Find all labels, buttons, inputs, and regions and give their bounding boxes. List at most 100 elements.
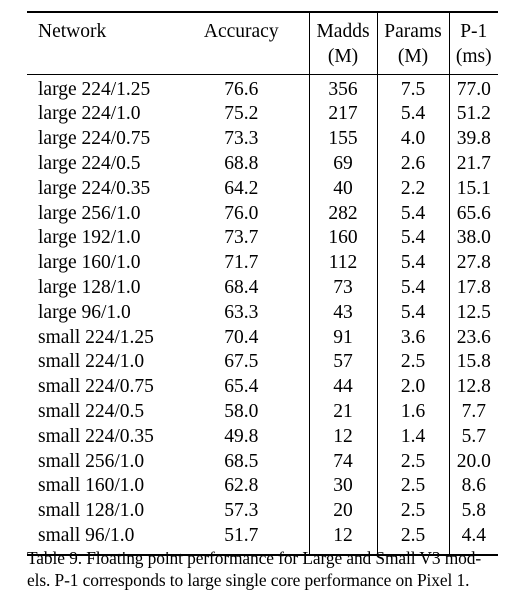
cell-madds: 43 (308, 300, 377, 326)
cell-madds: 30 (308, 474, 377, 500)
header-row: Network Accuracy Madds Params P-1 (27, 11, 498, 45)
table-row: large 224/0.5 68.8 69 2.6 21.7 (27, 151, 498, 177)
cell-accuracy: 58.0 (224, 400, 259, 422)
caption-line-2: els. P-1 corresponds to large single cor… (27, 570, 470, 590)
cell-params: 2.5 (376, 350, 449, 376)
cell-network: small 224/1.25 (38, 326, 154, 348)
cell-network: small 224/0.35 (38, 425, 154, 447)
cell-params: 2.5 (376, 523, 449, 556)
cell-params: 5.4 (376, 226, 449, 252)
cell-p1: 39.8 (448, 127, 498, 152)
cell-params: 1.4 (376, 424, 449, 450)
cell-p1: 15.8 (448, 350, 498, 376)
cell-network: small 96/1.0 (27, 523, 174, 556)
cell-p1: 4.4 (448, 523, 498, 556)
cell-p1: 17.8 (448, 275, 498, 301)
cell-accuracy: 71.7 (224, 252, 259, 274)
cell-madds: 20 (308, 499, 377, 524)
cell-network: small 224/0.75 (38, 376, 154, 398)
header-madds: Madds (308, 11, 377, 45)
cell-madds: 12 (308, 424, 377, 450)
cell-params: 2.5 (376, 499, 449, 524)
cell-p1: 5.7 (448, 424, 498, 450)
header-p1: P-1 (448, 11, 498, 45)
cell-network: small 160/1.0 (38, 475, 145, 497)
cell-accuracy: 73.3 (224, 128, 259, 150)
cell-madds: 12 (308, 523, 377, 556)
table-row: large 224/1.25 76.6 356 7.5 77.0 (27, 74, 498, 103)
cell-madds: 40 (308, 176, 377, 202)
table-row: large 224/0.35 64.2 40 2.2 15.1 (27, 176, 498, 202)
cell-madds: 160 (308, 226, 377, 252)
cell-network: large 224/0.75 (38, 128, 151, 150)
table-body: large 224/1.25 76.6 356 7.5 77.0 large 224/1.… (27, 74, 498, 556)
cell-params: 5.4 (376, 300, 449, 326)
cell-accuracy: 62.8 (224, 475, 259, 497)
cell-params: 2.5 (376, 449, 449, 475)
cell-network: large 224/1.25 (38, 78, 151, 100)
table-row: small 224/1.0 67.5 57 2.5 15.8 (27, 350, 498, 376)
table-row: large 256/1.0 76.0 282 5.4 65.6 (27, 201, 498, 227)
header-network: Network (27, 11, 174, 45)
cell-madds: 356 (308, 74, 377, 103)
table-row: small 256/1.0 68.5 74 2.5 20.0 (27, 449, 498, 475)
cell-p1: 38.0 (448, 226, 498, 252)
cell-accuracy: 68.5 (224, 450, 259, 472)
cell-network: large 224/1.0 (38, 103, 141, 125)
cell-params: 5.4 (376, 251, 449, 276)
cell-madds: 21 (308, 399, 377, 425)
table-row: large 224/1.0 75.2 217 5.4 51.2 (27, 102, 498, 128)
table-row: small 224/0.75 65.4 44 2.0 12.8 (27, 375, 498, 400)
cell-accuracy: 76.0 (224, 202, 259, 224)
table-row: large 128/1.0 68.4 73 5.4 17.8 (27, 275, 498, 301)
cell-accuracy: 64.2 (224, 177, 259, 199)
cell-madds: 155 (308, 127, 377, 152)
table-row: small 224/0.35 49.8 12 1.4 5.7 (27, 424, 498, 450)
header-units-row: (M) (M) (ms) (27, 44, 498, 75)
cell-accuracy: 68.4 (224, 276, 259, 298)
performance-table-container: Network Accuracy Madds Params P-1 (M) (M… (27, 11, 498, 556)
table-header: Network Accuracy Madds Params P-1 (M) (M… (27, 11, 498, 75)
cell-p1: 27.8 (448, 251, 498, 276)
cell-madds: 282 (308, 201, 377, 227)
cell-p1: 77.0 (448, 74, 498, 103)
table-caption: Table 9. Floating point performance for … (27, 547, 507, 591)
header-params-unit: (M) (376, 44, 449, 75)
cell-p1: 7.7 (448, 399, 498, 425)
cell-params: 5.4 (376, 201, 449, 227)
cell-network: large 128/1.0 (38, 276, 141, 298)
cell-accuracy: 63.3 (224, 301, 259, 323)
cell-p1: 12.5 (448, 300, 498, 326)
cell-madds: 91 (308, 325, 377, 351)
cell-accuracy: 73.7 (224, 227, 259, 249)
cell-network: small 256/1.0 (38, 450, 145, 472)
header-madds-unit: (M) (308, 44, 377, 75)
table-row: large 160/1.0 71.7 112 5.4 27.8 (27, 251, 498, 276)
cell-accuracy: 68.8 (224, 152, 259, 174)
cell-params: 2.6 (376, 151, 449, 177)
cell-network: large 160/1.0 (38, 252, 141, 274)
cell-params: 1.6 (376, 399, 449, 425)
cell-madds: 74 (308, 449, 377, 475)
cell-p1: 5.8 (448, 499, 498, 524)
cell-network: large 256/1.0 (38, 202, 141, 224)
cell-accuracy: 65.4 (224, 376, 259, 398)
cell-network: large 224/0.35 (38, 177, 151, 199)
cell-accuracy: 76.6 (224, 78, 259, 100)
cell-p1: 12.8 (448, 375, 498, 400)
cell-p1: 8.6 (448, 474, 498, 500)
cell-params: 4.0 (376, 127, 449, 152)
cell-params: 7.5 (376, 74, 449, 103)
cell-p1: 15.1 (448, 176, 498, 202)
cell-accuracy: 70.4 (224, 326, 259, 348)
table-row: small 224/0.5 58.0 21 1.6 7.7 (27, 399, 498, 425)
cell-params: 3.6 (376, 325, 449, 351)
header-network-unit (27, 44, 174, 75)
cell-params: 5.4 (376, 102, 449, 128)
caption-line-1: Table 9. Floating point performance for … (27, 548, 482, 568)
performance-table: Network Accuracy Madds Params P-1 (M) (M… (27, 11, 498, 556)
cell-p1: 65.6 (448, 201, 498, 227)
table-row: small 224/1.25 70.4 91 3.6 23.6 (27, 325, 498, 351)
header-params: Params (376, 11, 449, 45)
cell-p1: 21.7 (448, 151, 498, 177)
